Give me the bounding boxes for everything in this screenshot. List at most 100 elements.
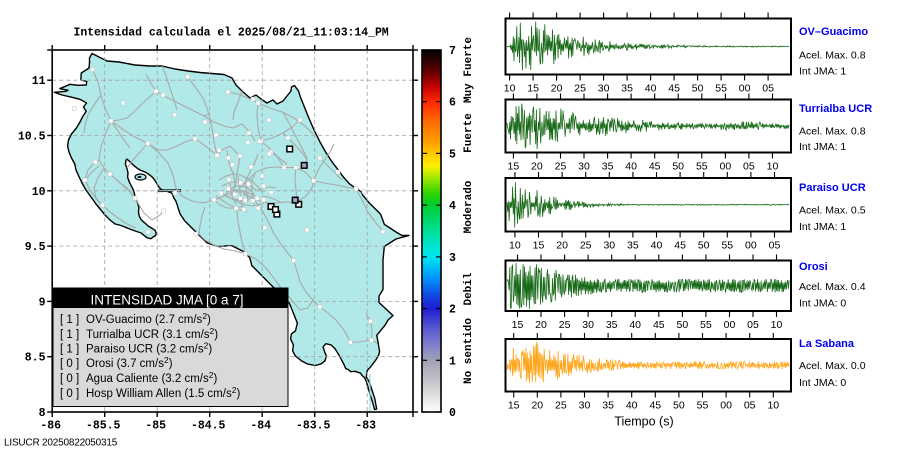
svg-text:Acel. Max. 0.4: Acel. Max. 0.4 [799, 281, 866, 293]
svg-text:9.5: 9.5 [25, 241, 46, 254]
svg-text:8.5: 8.5 [25, 352, 46, 365]
svg-text:50: 50 [677, 319, 689, 331]
svg-text:-85: -85 [145, 420, 166, 433]
svg-text:55: 55 [700, 319, 712, 331]
svg-text:Int JMA: 1: Int JMA: 1 [799, 221, 846, 233]
svg-text:15: 15 [512, 319, 524, 331]
svg-text:[ 1 ]: [ 1 ] [60, 344, 79, 356]
svg-text:25: 25 [559, 319, 571, 331]
svg-text:25: 25 [555, 400, 567, 412]
svg-text:40: 40 [651, 240, 663, 252]
svg-text:10.5: 10.5 [18, 131, 46, 144]
svg-text:40: 40 [626, 400, 638, 412]
svg-text:40: 40 [629, 319, 641, 331]
svg-text:00: 00 [739, 83, 751, 95]
svg-text:35: 35 [606, 319, 618, 331]
svg-text:50: 50 [692, 83, 704, 95]
svg-text:[ 0 ]: [ 0 ] [60, 388, 79, 400]
svg-text:Intensidad calculada el 2025/0: Intensidad calculada el 2025/08/21_11:03… [74, 27, 389, 40]
svg-text:Acel. Max. 0.0: Acel. Max. 0.0 [799, 360, 866, 372]
svg-text:05: 05 [762, 83, 774, 95]
svg-text:10: 10 [767, 161, 779, 173]
svg-text:-83.5: -83.5 [296, 420, 331, 433]
svg-text:30: 30 [578, 161, 590, 173]
svg-text:Turrialba UCR: Turrialba UCR [799, 103, 872, 115]
svg-text:00: 00 [720, 400, 732, 412]
svg-text:05: 05 [744, 400, 756, 412]
svg-text:00: 00 [724, 319, 736, 331]
svg-text:Int JMA: 1: Int JMA: 1 [799, 66, 846, 78]
svg-text:40: 40 [625, 161, 637, 173]
svg-text:Hosp William Allen (1.5 cm/s2): Hosp William Allen (1.5 cm/s2) [86, 385, 240, 400]
svg-text:15: 15 [508, 161, 520, 173]
svg-text:25: 25 [580, 240, 592, 252]
svg-text:20: 20 [531, 161, 543, 173]
svg-text:45: 45 [653, 319, 665, 331]
svg-text:[ 1 ]: [ 1 ] [60, 329, 79, 341]
svg-text:45: 45 [649, 161, 661, 173]
svg-text:11: 11 [32, 75, 46, 88]
svg-text:-84: -84 [250, 420, 271, 433]
svg-text:Int JMA: 0: Int JMA: 0 [799, 297, 846, 309]
svg-text:25: 25 [574, 83, 586, 95]
svg-text:Orosi: Orosi [799, 261, 828, 273]
svg-text:20: 20 [551, 83, 563, 95]
svg-text:15: 15 [508, 400, 520, 412]
svg-text:Turrialba UCR (3.1 cm/s2): Turrialba UCR (3.1 cm/s2) [86, 326, 218, 341]
svg-text:Tiempo (s): Tiempo (s) [614, 415, 673, 429]
svg-text:10: 10 [32, 186, 46, 199]
svg-text:15: 15 [533, 240, 545, 252]
svg-text:50: 50 [672, 161, 684, 173]
svg-text:20: 20 [531, 400, 543, 412]
svg-text:05: 05 [747, 319, 759, 331]
svg-text:Acel. Max. 0.5: Acel. Max. 0.5 [799, 204, 866, 216]
svg-text:55: 55 [715, 83, 727, 95]
svg-text:5: 5 [449, 148, 456, 161]
svg-text:4: 4 [449, 200, 456, 213]
svg-text:[ 0 ]: [ 0 ] [60, 358, 79, 370]
svg-text:30: 30 [579, 400, 591, 412]
svg-text:55: 55 [696, 161, 708, 173]
svg-text:OV–Guacimo: OV–Guacimo [799, 26, 868, 38]
svg-text:30: 30 [598, 83, 610, 95]
svg-text:35: 35 [621, 83, 633, 95]
svg-text:10: 10 [504, 83, 516, 95]
svg-text:35: 35 [602, 161, 614, 173]
svg-text:20: 20 [535, 319, 547, 331]
svg-text:6: 6 [449, 97, 456, 110]
svg-text:OV-Guacimo (2.7 cm/s2): OV-Guacimo (2.7 cm/s2) [86, 311, 211, 326]
svg-text:INTENSIDAD JMA [0 a 7]: INTENSIDAD JMA [0 a 7] [90, 293, 243, 308]
svg-text:-85.5: -85.5 [86, 420, 121, 433]
svg-text:10: 10 [771, 319, 783, 331]
svg-text:No sentido: No sentido [463, 318, 475, 384]
svg-text:3: 3 [449, 252, 456, 265]
svg-text:50: 50 [698, 240, 710, 252]
svg-text:1: 1 [449, 355, 456, 368]
svg-text:-84.5: -84.5 [191, 420, 226, 433]
svg-text:35: 35 [602, 400, 614, 412]
svg-text:05: 05 [743, 161, 755, 173]
svg-text:Paraiso UCR: Paraiso UCR [799, 182, 866, 194]
svg-text:Paraiso UCR (3.2 cm/s2): Paraiso UCR (3.2 cm/s2) [86, 341, 212, 356]
svg-text:Fuerte: Fuerte [463, 113, 475, 153]
svg-text:30: 30 [582, 319, 594, 331]
svg-text:La Sabana: La Sabana [799, 338, 855, 350]
svg-text:40: 40 [645, 83, 657, 95]
svg-text:-83: -83 [355, 420, 376, 433]
svg-text:15: 15 [527, 83, 539, 95]
svg-text:-86: -86 [40, 420, 61, 433]
svg-text:45: 45 [668, 83, 680, 95]
svg-text:Debil: Debil [463, 272, 475, 305]
svg-text:7: 7 [449, 45, 456, 58]
svg-text:[ 0 ]: [ 0 ] [60, 373, 79, 385]
svg-text:2: 2 [449, 304, 456, 317]
svg-text:10: 10 [509, 240, 521, 252]
svg-text:Moderado: Moderado [463, 180, 475, 233]
svg-text:10: 10 [767, 400, 779, 412]
svg-text:55: 55 [721, 240, 733, 252]
svg-text:05: 05 [769, 240, 781, 252]
svg-text:8: 8 [39, 407, 46, 420]
svg-text:30: 30 [603, 240, 615, 252]
svg-text:45: 45 [649, 400, 661, 412]
svg-text:[ 1 ]: [ 1 ] [60, 314, 79, 326]
